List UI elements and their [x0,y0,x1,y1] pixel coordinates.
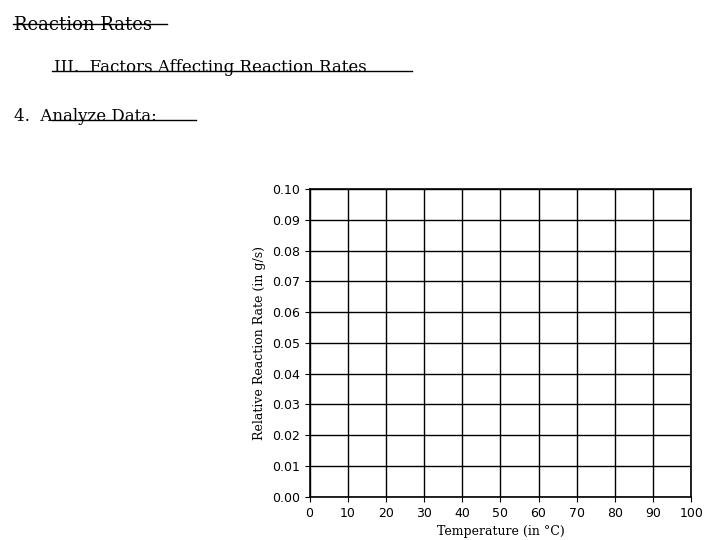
Text: III.  Factors Affecting Reaction Rates: III. Factors Affecting Reaction Rates [54,59,366,76]
Text: Reaction Rates: Reaction Rates [14,16,153,34]
Text: 4.  Analyze Data:: 4. Analyze Data: [14,108,157,125]
X-axis label: Temperature (in °C): Temperature (in °C) [436,525,564,538]
Y-axis label: Relative Reaction Rate (in g/s): Relative Reaction Rate (in g/s) [253,246,266,440]
